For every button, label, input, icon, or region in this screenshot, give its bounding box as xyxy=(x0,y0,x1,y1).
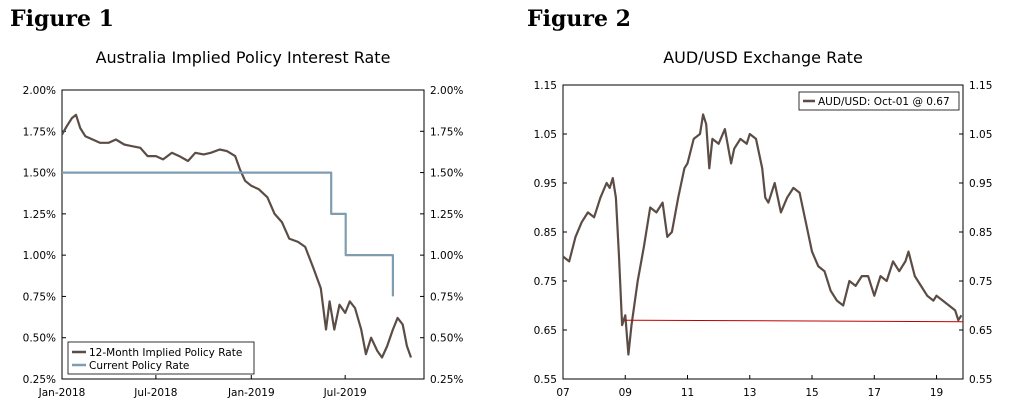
legend-label: Current Policy Rate xyxy=(89,360,189,372)
y-tick-label-left: 0.85 xyxy=(534,227,557,239)
y-tick-label-left: 0.75 xyxy=(534,276,557,288)
y-tick-label-right: 0.50% xyxy=(430,333,463,345)
chart-1-legend xyxy=(67,341,255,375)
x-tick-label: 09 xyxy=(619,387,632,399)
y-tick-label-right: 0.65 xyxy=(969,325,992,337)
y-tick-label-left: 0.50% xyxy=(23,333,56,345)
x-tick-label: 19 xyxy=(930,387,943,399)
chart-1-plot-frame xyxy=(61,89,425,380)
y-tick-label-left: 1.00% xyxy=(23,250,56,262)
y-tick-label-left: 1.50% xyxy=(23,168,56,180)
x-tick-label: Jan-2018 xyxy=(38,387,86,399)
x-tick-label: Jul-2018 xyxy=(133,387,177,399)
y-tick-label-left: 1.25% xyxy=(23,209,56,221)
y-tick-label-right: 0.95 xyxy=(969,178,992,190)
y-tick-label-right: 1.00% xyxy=(430,250,463,262)
y-tick-label-right: 0.75% xyxy=(430,291,463,303)
y-tick-label-right: 0.55 xyxy=(969,374,992,386)
y-tick-label-left: 0.95 xyxy=(534,178,557,190)
x-tick-label: 13 xyxy=(743,387,756,399)
reference-line xyxy=(625,319,964,323)
y-tick-label-left: 0.55 xyxy=(534,374,557,386)
y-tick-label-right: 1.50% xyxy=(430,168,463,180)
y-tick-label-right: 1.75% xyxy=(430,126,463,138)
legend-label: 12-Month Implied Policy Rate xyxy=(89,347,242,359)
x-tick-label: 11 xyxy=(681,387,694,399)
y-tick-label-right: 1.25% xyxy=(430,209,463,221)
chart-2-plot-frame xyxy=(562,84,964,380)
y-tick-label-right: 1.05 xyxy=(969,129,992,141)
figure-1-label: Figure 1 xyxy=(10,6,114,32)
x-tick-label: Jan-2019 xyxy=(227,387,275,399)
y-tick-label-right: 0.75 xyxy=(969,276,992,288)
y-tick-label-right: 0.25% xyxy=(430,374,463,386)
series-line-implied-rate xyxy=(61,113,413,359)
y-tick-label-right: 2.00% xyxy=(430,85,463,97)
y-tick-label-left: 0.25% xyxy=(23,374,56,386)
x-tick-label: 07 xyxy=(556,387,569,399)
y-tick-label-left: 1.15 xyxy=(534,80,557,92)
x-tick-label: 15 xyxy=(805,387,818,399)
y-tick-label-right: 0.85 xyxy=(969,227,992,239)
x-tick-label: Jul-2019 xyxy=(323,387,367,399)
chart-1-title: Australia Implied Policy Interest Rate xyxy=(95,48,391,67)
y-tick-label-left: 1.75% xyxy=(23,126,56,138)
legend-label: AUD/USD: Oct-01 @ 0.67 xyxy=(818,96,950,108)
y-tick-label-left: 0.75% xyxy=(23,291,56,303)
series-line-audusd xyxy=(562,113,963,356)
figure-2-label: Figure 2 xyxy=(527,6,631,32)
chart-2-title: AUD/USD Exchange Rate xyxy=(663,48,863,67)
x-tick-label: 17 xyxy=(868,387,881,399)
y-tick-label-left: 1.05 xyxy=(534,129,557,141)
y-tick-label-left: 0.65 xyxy=(534,325,557,337)
series-line-policy-rate xyxy=(62,171,394,297)
y-tick-label-left: 2.00% xyxy=(23,85,56,97)
chart-2-legend xyxy=(798,91,960,111)
y-tick-label-right: 1.15 xyxy=(969,80,992,92)
